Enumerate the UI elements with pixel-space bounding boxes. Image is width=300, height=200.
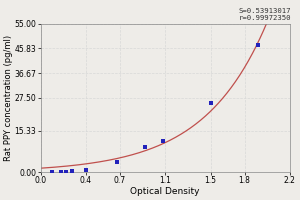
Point (142, 145, 147, 148)
Point (208, 102, 213, 105)
Text: S=0.53913017
r=0.99972350: S=0.53913017 r=0.99972350 (238, 8, 291, 21)
X-axis label: Optical Density: Optical Density (130, 187, 200, 196)
Point (83, 168, 88, 171)
Point (70, 170, 75, 173)
Point (58, 170, 63, 174)
Y-axis label: Rat PPY concentration (pg/ml): Rat PPY concentration (pg/ml) (4, 35, 13, 161)
Point (50, 171, 54, 174)
Point (160, 140, 165, 143)
Point (63, 170, 68, 173)
Point (114, 160, 119, 164)
Point (256, 44, 261, 47)
